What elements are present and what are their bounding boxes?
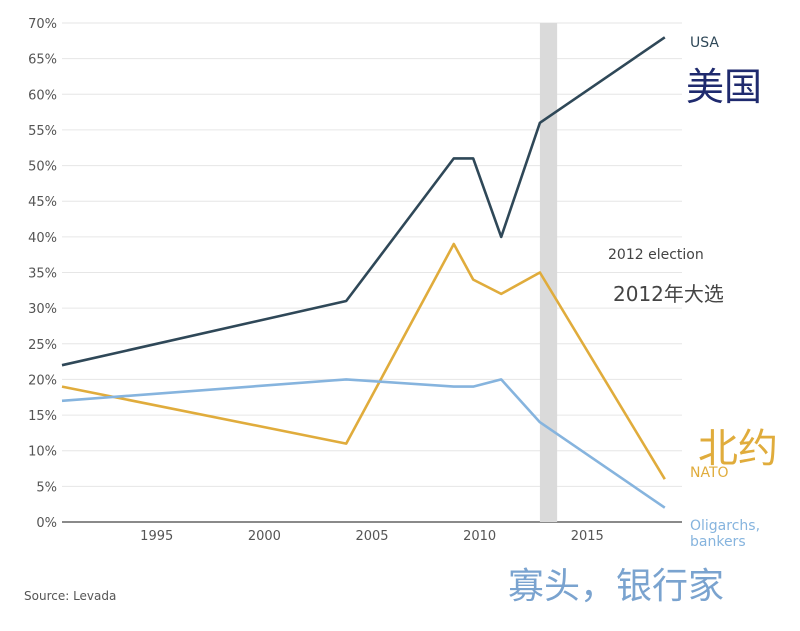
series-label-1: NATO xyxy=(690,465,729,481)
x-tick-label: 2000 xyxy=(248,529,281,544)
usa-label-zh: 美国 xyxy=(686,65,763,109)
series-lines xyxy=(61,36,666,509)
y-tick-label: 55% xyxy=(28,124,57,139)
y-tick-label: 45% xyxy=(28,195,57,210)
series-label-0: USA xyxy=(690,35,719,51)
x-axis: 1995 2000 2005 2010 2015 xyxy=(140,529,604,544)
y-axis: 70% 65% 60% 55% 50% 45% 40% 35% 30% 25% 20% 15% 10% 5… xyxy=(28,17,57,531)
y-tick-label: 60% xyxy=(28,88,57,103)
y-tick-label: 20% xyxy=(28,373,57,388)
y-tick-label: 50% xyxy=(28,160,57,175)
x-tick-label: 2015 xyxy=(571,529,604,544)
source-note: Source: Levada xyxy=(24,589,117,603)
y-tick-label: 40% xyxy=(28,231,57,246)
series-label-2: Oligarchs, bankers xyxy=(690,518,760,550)
y-tick-label: 30% xyxy=(28,302,57,317)
y-tick-label: 0% xyxy=(36,516,57,531)
y-tick-label: 25% xyxy=(28,338,57,353)
series-line-oligarchs-bankers xyxy=(61,378,666,509)
oligarchs-label-zh: 寡头，银行家 xyxy=(508,566,725,607)
election-band xyxy=(539,23,558,522)
election-label-zh: 2012年大选 xyxy=(613,282,724,306)
y-tick-label: 70% xyxy=(28,17,57,32)
x-tick-label: 1995 xyxy=(140,529,173,544)
x-tick-label: 2005 xyxy=(355,529,388,544)
y-tick-label: 5% xyxy=(36,480,57,495)
y-tick-label: 65% xyxy=(28,53,57,68)
series-line-usa xyxy=(61,36,666,367)
y-tick-label: 10% xyxy=(28,445,57,460)
nato-label-zh: 北约 xyxy=(698,426,778,472)
gridlines xyxy=(62,22,682,523)
y-tick-label: 15% xyxy=(28,409,57,424)
x-tick-label: 2010 xyxy=(463,529,496,544)
election-annotation: 2012 election xyxy=(608,247,704,263)
series-line-nato xyxy=(61,242,666,480)
series-labels: USA NATO Oligarchs, bankers xyxy=(690,35,760,550)
y-tick-label: 35% xyxy=(28,267,57,282)
